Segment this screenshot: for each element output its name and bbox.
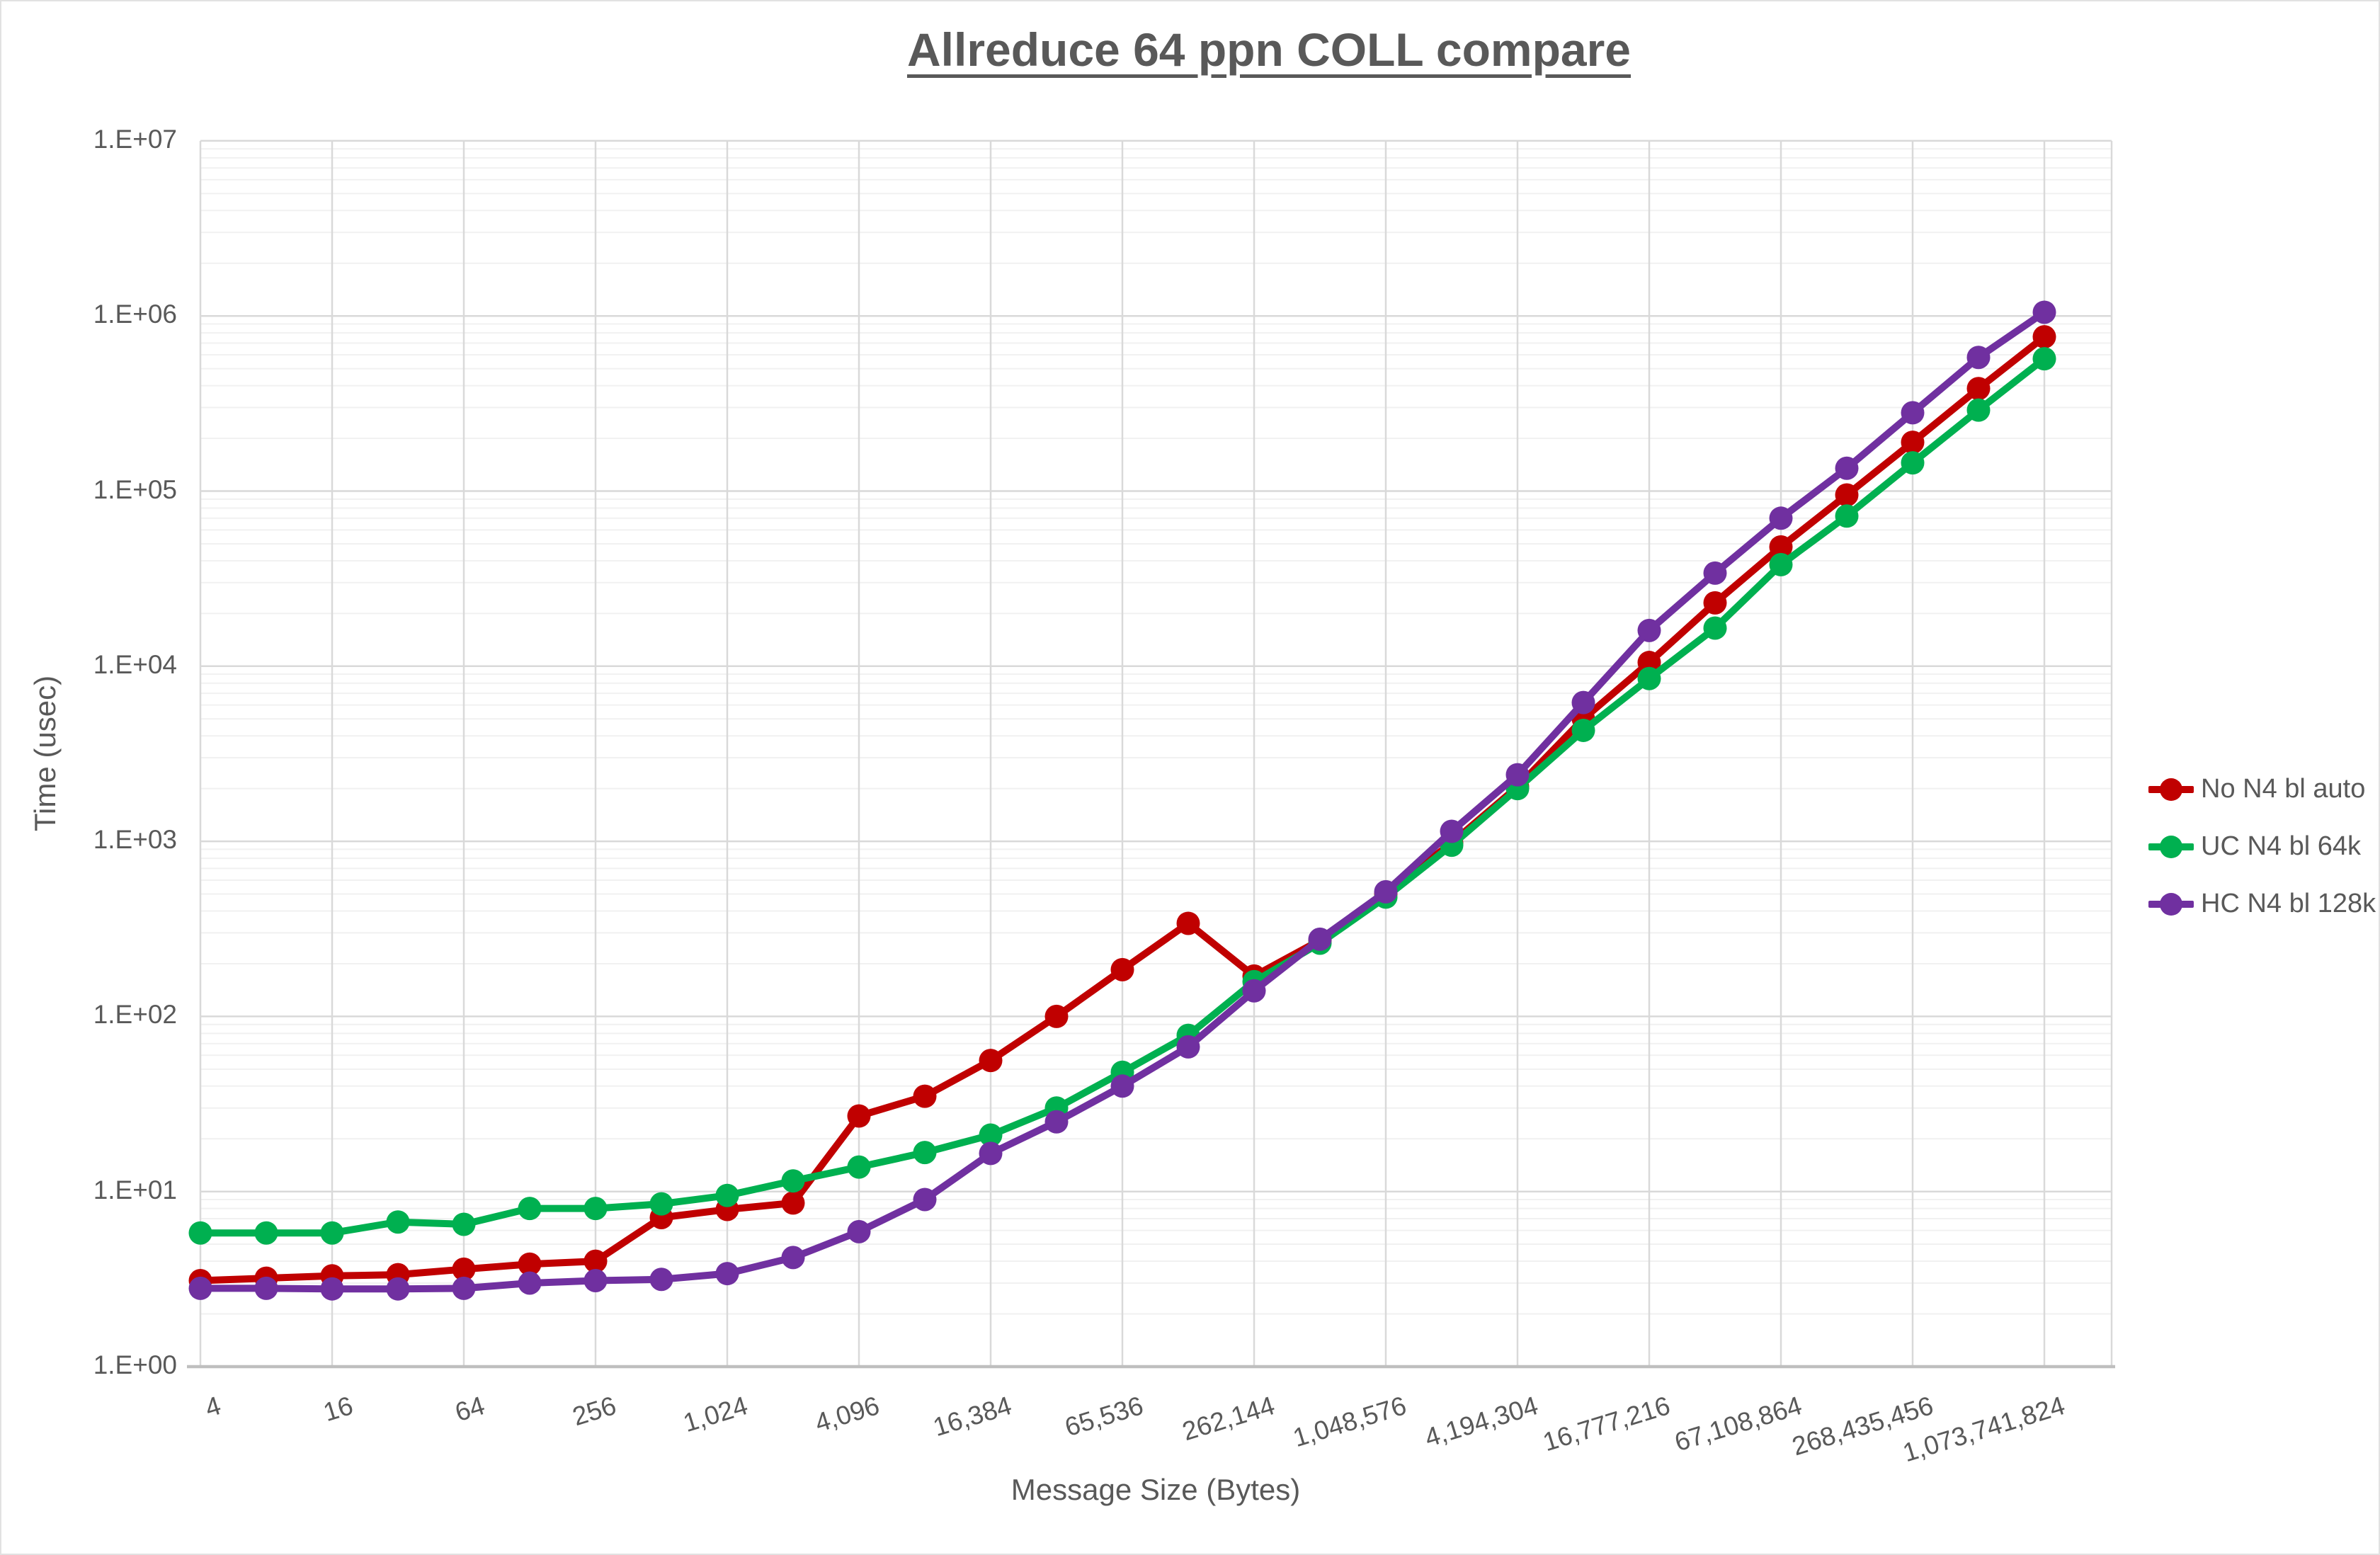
legend-label: No N4 bl auto [2201, 774, 2366, 804]
data-point-marker [1966, 346, 1991, 370]
data-point-marker [452, 1212, 476, 1236]
y-tick-label: 1.E+03 [93, 825, 177, 855]
data-point-marker [2032, 325, 2056, 349]
legend-label: UC N4 bl 64k [2201, 831, 2361, 861]
data-point-marker [979, 1141, 1003, 1166]
data-point-marker [2032, 347, 2056, 371]
data-point-marker [1044, 1110, 1069, 1134]
data-point-marker [715, 1183, 739, 1207]
data-point-marker [1637, 651, 1661, 675]
data-point-marker [913, 1084, 937, 1108]
data-point-marker [254, 1221, 278, 1245]
data-point-marker [1176, 1035, 1200, 1059]
y-tick-label: 1.E+01 [93, 1175, 177, 1204]
data-point-marker [1374, 879, 1398, 904]
data-point-marker [1110, 957, 1134, 981]
data-point-marker [1901, 451, 1925, 475]
data-point-marker [386, 1277, 410, 1301]
data-point-marker [1110, 1074, 1134, 1098]
data-point-marker [386, 1210, 410, 1234]
data-point-marker [320, 1221, 344, 1245]
data-point-marker [1637, 618, 1661, 642]
data-point-marker [781, 1169, 805, 1193]
data-point-marker [583, 1249, 608, 1273]
data-point-marker [1703, 561, 1727, 585]
data-point-marker [1637, 666, 1661, 690]
data-point-marker [320, 1277, 344, 1301]
legend-item: HC N4 bl 128k [2148, 875, 2376, 933]
data-point-marker [2032, 300, 2056, 324]
x-axis-title: Message Size (Bytes) [1010, 1473, 1301, 1506]
data-point-marker [518, 1271, 542, 1295]
data-point-marker [1703, 616, 1727, 640]
data-point-marker [1769, 506, 1793, 530]
legend-series-marker-icon [2148, 835, 2194, 858]
legend-series-marker-icon [2148, 778, 2194, 801]
y-tick-label: 1.E+07 [93, 124, 177, 154]
data-point-marker [1835, 483, 1859, 507]
data-point-marker [518, 1252, 542, 1276]
data-point-marker [1835, 456, 1859, 480]
data-point-marker [1769, 552, 1793, 576]
data-point-marker [781, 1246, 805, 1270]
legend-item: No N4 bl auto [2148, 761, 2376, 818]
data-point-marker [847, 1219, 871, 1243]
data-point-marker [715, 1262, 739, 1286]
legend-series-marker-icon [2148, 892, 2194, 916]
data-point-marker [254, 1276, 278, 1300]
data-point-marker [979, 1049, 1003, 1073]
data-point-marker [188, 1276, 212, 1300]
data-point-marker [1308, 927, 1332, 951]
y-tick-label: 1.E+06 [93, 300, 177, 329]
legend-item: UC N4 bl 64k [2148, 818, 2376, 875]
data-point-marker [188, 1221, 212, 1245]
data-point-marker [1835, 504, 1859, 528]
data-point-marker [913, 1187, 937, 1212]
data-point-marker [649, 1268, 673, 1292]
data-point-marker [452, 1276, 476, 1300]
data-point-marker [1044, 1004, 1069, 1028]
legend: No N4 bl auto UC N4 bl 64k HC N4 bl 128k [2148, 761, 2376, 933]
data-point-marker [1440, 819, 1464, 843]
data-point-marker [847, 1155, 871, 1179]
data-point-marker [1901, 431, 1925, 455]
y-axis-title: Time (usec) [28, 675, 62, 832]
legend-label: HC N4 bl 128k [2201, 889, 2376, 918]
data-point-marker [1901, 401, 1925, 425]
data-point-marker [452, 1257, 476, 1281]
data-point-marker [1769, 535, 1793, 559]
data-point-marker [649, 1192, 673, 1216]
data-point-marker [1176, 911, 1200, 935]
data-point-marker [518, 1197, 542, 1221]
data-point-marker [583, 1197, 608, 1221]
data-point-marker [1966, 398, 1991, 422]
y-tick-label: 1.E+02 [93, 1000, 177, 1030]
y-tick-label: 1.E+05 [93, 474, 177, 504]
y-tick-label: 1.E+00 [93, 1350, 177, 1379]
y-tick-label: 1.E+04 [93, 649, 177, 679]
data-point-marker [1242, 979, 1266, 1003]
data-point-marker [583, 1268, 608, 1292]
data-point-marker [1571, 690, 1595, 714]
data-point-marker [1505, 763, 1530, 787]
data-point-marker [781, 1191, 805, 1215]
chart-title: Allreduce 64 ppn COLL compare [906, 23, 1632, 76]
data-point-marker [979, 1123, 1003, 1147]
data-point-marker [847, 1104, 871, 1128]
data-point-marker [1966, 377, 1991, 401]
data-point-marker [913, 1141, 937, 1165]
data-point-marker [1703, 591, 1727, 615]
data-point-marker [1571, 718, 1595, 742]
